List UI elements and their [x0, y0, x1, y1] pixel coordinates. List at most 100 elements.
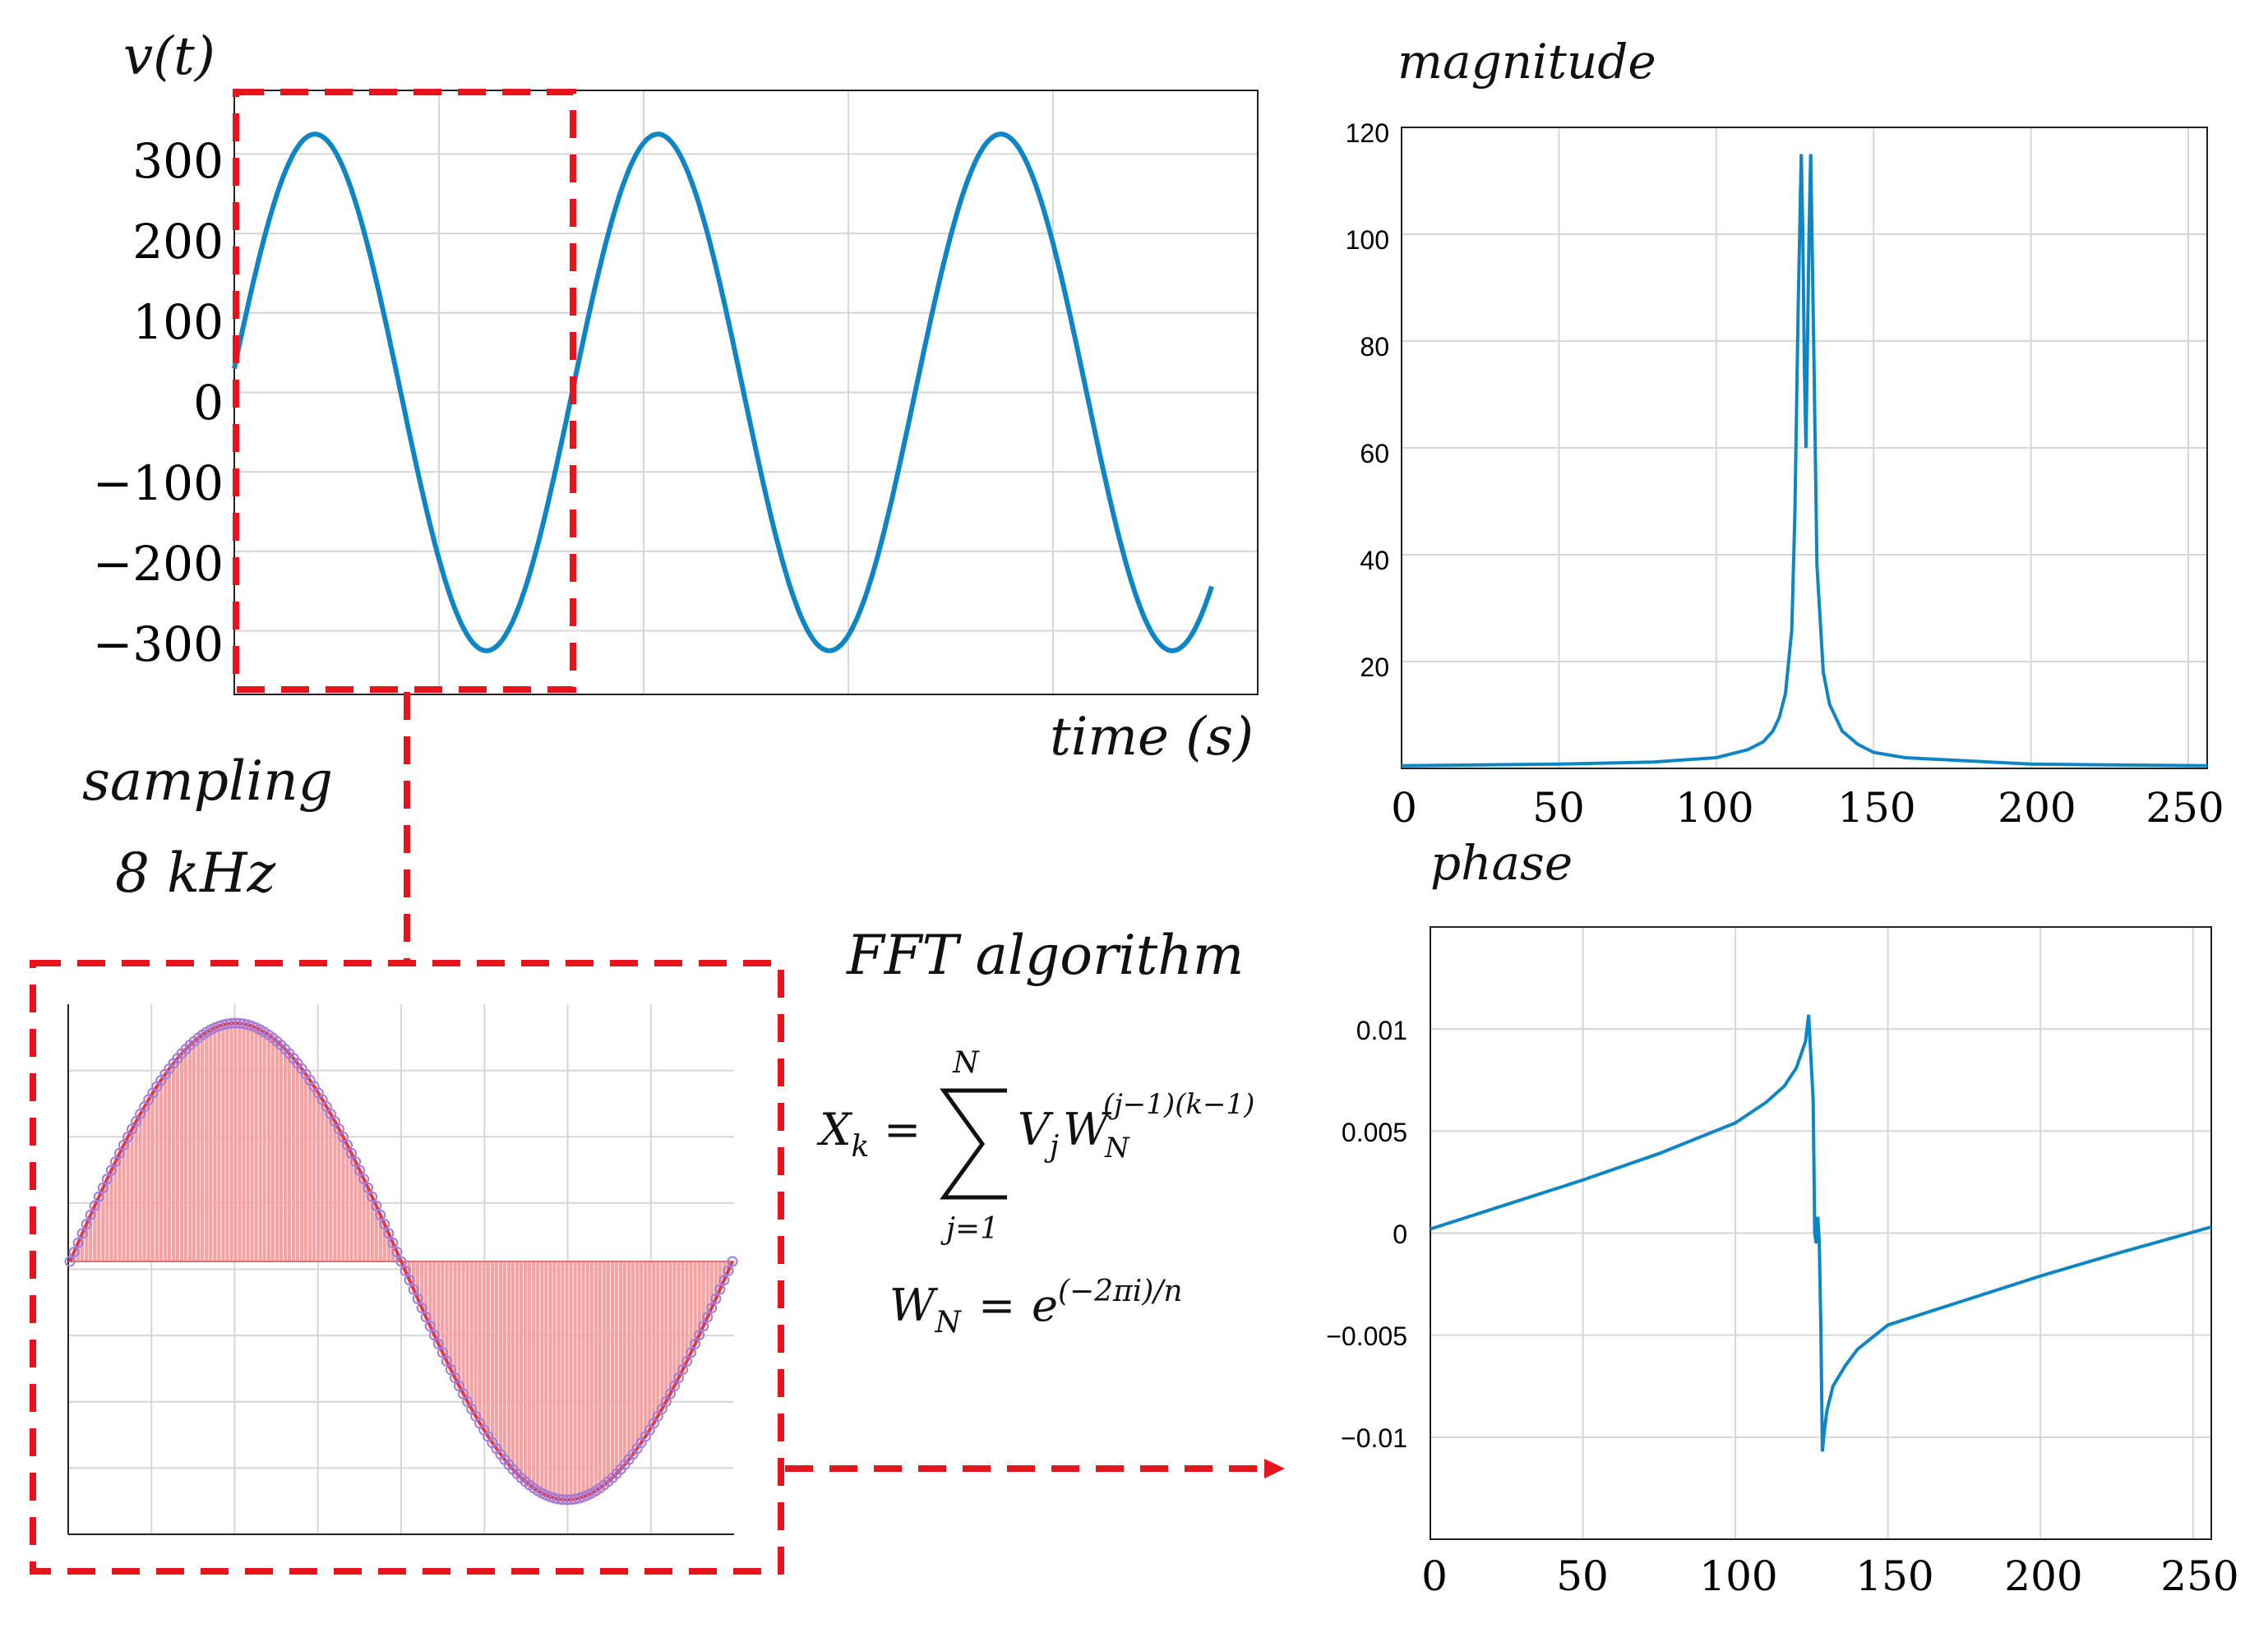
sample-marker-9 — [101, 1174, 113, 1185]
mag-ytick-120: 120 — [1346, 118, 1389, 148]
phase-xtick-0: 0 — [1421, 1552, 1448, 1600]
magnitude-y-tick-labels: 20 40 60 80 100 120 — [1346, 118, 1389, 682]
sample-marker-73 — [367, 1191, 378, 1202]
sample-marker-147 — [673, 1372, 685, 1384]
signal-ytick-minus100: −100 — [93, 455, 224, 511]
mag-xtick-50: 50 — [1532, 784, 1585, 832]
sample-marker-2 — [72, 1237, 84, 1248]
mag-ytick-60: 60 — [1360, 439, 1389, 468]
formula-sum-lower: j=1 — [940, 1212, 999, 1246]
sample-marker-158 — [718, 1275, 730, 1286]
sample-marker-153 — [698, 1321, 709, 1332]
formula-wn-sub: N — [1104, 1132, 1130, 1165]
sample-marker-157 — [714, 1284, 726, 1295]
phase-panel: phase 0.01 0.005 0 −0.005 −0.01 0 50 100… — [1326, 835, 2238, 1600]
sample-marker-80 — [395, 1256, 407, 1267]
sample-marker-4 — [81, 1219, 92, 1230]
magnitude-spectrum-line — [1401, 154, 2208, 768]
sampling-window-box — [233, 89, 576, 693]
sampling-label: sampling — [82, 749, 333, 813]
formula-wn-sup: (j−1)(k−1) — [1103, 1088, 1254, 1121]
signal-ytick-200: 200 — [132, 214, 224, 270]
sample-marker-85 — [416, 1303, 427, 1314]
sample-marker-150 — [686, 1347, 697, 1358]
sample-marker-87 — [424, 1321, 436, 1332]
sample-marker-90 — [437, 1347, 448, 1358]
formula-xk: Xk — [816, 1104, 869, 1164]
fft-formula: Xk = N j=1 Vj W N (j−1)(k−1) WN = e(−2πi… — [816, 1046, 1254, 1340]
sample-marker-160 — [727, 1256, 738, 1267]
sample-marker-77 — [383, 1228, 395, 1239]
sample-marker-79 — [391, 1247, 403, 1258]
phase-xtick-250: 250 — [2160, 1552, 2238, 1600]
sample-marker-146 — [668, 1381, 680, 1392]
signal-y-axis-label: v(t) — [123, 26, 215, 87]
signal-x-axis-label: time (s) — [1050, 707, 1254, 768]
sampling-window-annotation — [233, 89, 576, 963]
sample-marker-1 — [68, 1247, 80, 1258]
mag-ytick-40: 40 — [1360, 546, 1389, 575]
formula-vj: Vj — [1018, 1104, 1059, 1164]
sample-marker-76 — [379, 1219, 390, 1230]
sample-marker-0 — [64, 1256, 76, 1267]
phase-xtick-200: 200 — [2004, 1552, 2082, 1600]
sampled-markers — [64, 1017, 738, 1506]
mag-xtick-0: 0 — [1391, 784, 1417, 832]
formula-wn-power: W — [1063, 1104, 1112, 1155]
phase-y-tick-labels: 0.01 0.005 0 −0.005 −0.01 — [1326, 1016, 1407, 1453]
magnitude-x-tick-labels: 0 50 100 150 200 250 — [1391, 784, 2224, 832]
sample-marker-86 — [420, 1312, 432, 1323]
phase-xtick-100: 100 — [1699, 1552, 1777, 1600]
phase-ytick-minus0.01: −0.01 — [1341, 1423, 1407, 1453]
sampling-rate-label: 8 kHz — [115, 842, 277, 905]
sample-marker-148 — [677, 1364, 689, 1376]
sample-marker-93 — [449, 1372, 460, 1384]
phase-ytick-0: 0 — [1393, 1220, 1407, 1249]
sample-marker-71 — [358, 1174, 370, 1185]
signal-y-tick-labels: 300 200 100 0 −100 −200 −300 — [93, 133, 224, 672]
sample-marker-149 — [681, 1355, 693, 1367]
sample-marker-10 — [105, 1165, 117, 1176]
formula-sum-sign — [940, 1088, 1007, 1200]
sample-marker-91 — [441, 1355, 452, 1367]
sampled-panel — [30, 960, 1285, 1575]
sample-marker-155 — [706, 1303, 718, 1314]
sample-marker-82 — [404, 1275, 415, 1286]
sample-marker-67 — [342, 1139, 353, 1151]
signal-panel: 300 200 100 0 −100 −200 −300 v(t) time (… — [93, 26, 1259, 768]
signal-gridlines — [234, 90, 1258, 694]
signal-ytick-0: 0 — [193, 375, 224, 431]
sample-marker-89 — [432, 1338, 444, 1349]
fft-algorithm-label: FFT algorithm — [846, 924, 1244, 987]
formula-wn-def: WN — [889, 1280, 963, 1340]
sample-marker-13 — [118, 1139, 129, 1151]
sample-marker-6 — [89, 1200, 100, 1211]
sample-marker-12 — [113, 1147, 125, 1159]
phase-xtick-150: 150 — [1855, 1552, 1933, 1600]
mag-xtick-250: 250 — [2146, 784, 2224, 832]
phase-axes-box — [1430, 926, 2212, 1540]
sample-marker-8 — [97, 1182, 109, 1193]
signal-ytick-300: 300 — [132, 133, 224, 189]
sample-marker-154 — [702, 1312, 714, 1323]
formula-equals: = — [884, 1104, 921, 1155]
sample-marker-83 — [408, 1284, 419, 1295]
sample-marker-68 — [346, 1147, 358, 1159]
signal-ytick-minus300: −300 — [93, 616, 224, 672]
phase-ytick-minus0.005: −0.005 — [1326, 1321, 1407, 1351]
formula-sum-upper: N — [952, 1046, 980, 1080]
phase-title: phase — [1430, 835, 1573, 891]
sample-marker-66 — [337, 1131, 349, 1142]
phase-ytick-0.005: 0.005 — [1342, 1118, 1407, 1147]
phase-spectrum-line — [1430, 1014, 2212, 1452]
mag-ytick-20: 20 — [1360, 653, 1389, 682]
sample-marker-69 — [350, 1156, 362, 1168]
formula-wn-equals: = — [978, 1280, 1015, 1331]
mag-xtick-200: 200 — [1998, 784, 2076, 832]
signal-ytick-minus200: −200 — [93, 536, 224, 592]
magnitude-title: magnitude — [1397, 34, 1656, 90]
formula-exp: e(−2πi)/n — [1032, 1275, 1183, 1331]
signal-ytick-100: 100 — [132, 294, 224, 350]
mag-ytick-80: 80 — [1360, 332, 1389, 362]
sample-marker-72 — [363, 1182, 374, 1193]
